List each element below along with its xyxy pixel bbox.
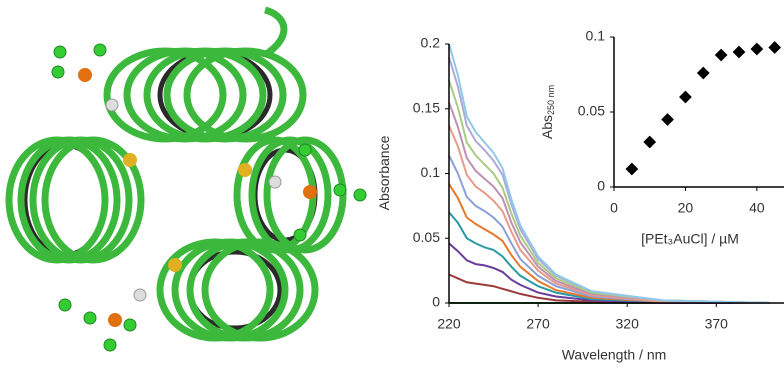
x-tick-label: 20 <box>678 200 694 216</box>
protein-structure-image <box>9 10 366 351</box>
x-tick-label: 270 <box>526 316 550 332</box>
chart-scatter: 0 0.05 0.1 0 20 40 [PEt₃AuCl] / µM Abs250 nm <box>539 18 784 256</box>
x-tick-label: 320 <box>616 316 640 332</box>
x-axis-label: Wavelength / nm <box>562 347 667 363</box>
y-tick-label: 0.05 <box>413 229 440 245</box>
x-tick-label: 40 <box>749 200 765 216</box>
x-tick-label: 220 <box>437 316 461 332</box>
y-axis-label-main: Abs <box>539 115 555 139</box>
figure: 0 0.05 0.1 0.15 0.2 220 270 320 370 Wavelength / … <box>0 0 784 374</box>
y-axis-label-main: Absorbance <box>376 135 392 210</box>
x-tick-label: 0 <box>610 200 618 216</box>
x-tick-label: 370 <box>705 316 729 332</box>
y-tick-label: 0.2 <box>421 35 441 51</box>
y-axis-label-sub: 250 nm <box>546 85 556 115</box>
x-axis-label: [PEt₃AuCl] / µM <box>641 231 739 247</box>
y-tick-label: 0.1 <box>421 164 441 180</box>
y-tick-label: 0.05 <box>578 103 605 119</box>
y-tick-label: 0.1 <box>586 28 606 44</box>
inset-background <box>540 18 784 256</box>
y-tick-label: 0 <box>597 178 605 194</box>
y-axis-label: Absorbance <box>376 135 392 210</box>
y-tick-label: 0.15 <box>413 99 440 115</box>
y-tick-label: 0 <box>432 294 440 310</box>
